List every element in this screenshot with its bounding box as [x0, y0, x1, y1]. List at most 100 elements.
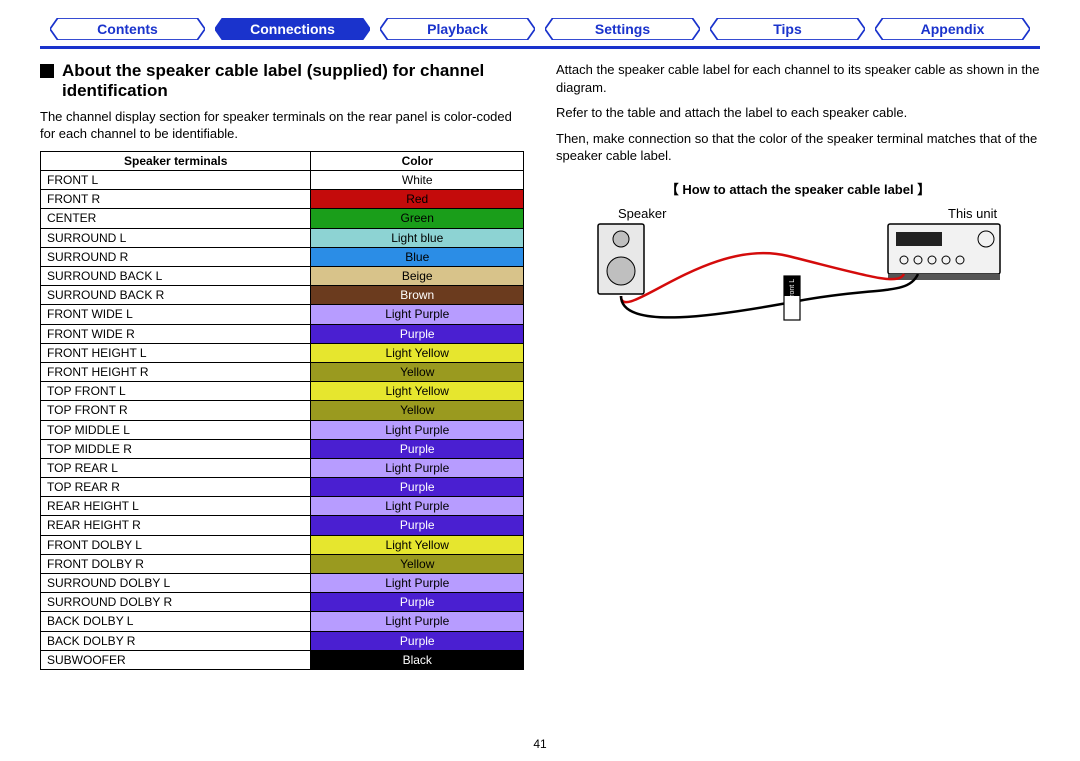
terminal-cell: TOP FRONT L	[41, 382, 311, 401]
color-cell: Light Purple	[311, 305, 524, 324]
terminal-cell: FRONT WIDE R	[41, 324, 311, 343]
terminal-cell: FRONT DOLBY L	[41, 535, 311, 554]
color-cell: Light Purple	[311, 612, 524, 631]
terminal-cell: SURROUND R	[41, 247, 311, 266]
header-terminals: Speaker terminals	[41, 151, 311, 170]
left-column: About the speaker cable label (supplied)…	[40, 61, 524, 670]
color-cell: Red	[311, 190, 524, 209]
color-cell: Brown	[311, 286, 524, 305]
right-paragraph: Attach the speaker cable label for each …	[556, 61, 1040, 96]
table-row: TOP MIDDLE RPurple	[41, 439, 524, 458]
cable-diagram: Speaker This unit	[556, 206, 1040, 336]
terminal-cell: SURROUND BACK R	[41, 286, 311, 305]
nav-divider	[40, 46, 1040, 49]
terminal-cell: FRONT WIDE L	[41, 305, 311, 324]
color-cell: Beige	[311, 267, 524, 286]
tab-label: Contents	[97, 21, 158, 37]
color-cell: Light Purple	[311, 574, 524, 593]
table-row: SUBWOOFERBlack	[41, 650, 524, 669]
color-cell: Light Purple	[311, 458, 524, 477]
tab-playback[interactable]: Playback	[380, 18, 535, 40]
diagram-unit-label: This unit	[948, 206, 998, 221]
terminal-cell: FRONT DOLBY R	[41, 554, 311, 573]
table-row: TOP REAR LLight Purple	[41, 458, 524, 477]
table-row: REAR HEIGHT RPurple	[41, 516, 524, 535]
heading-text: About the speaker cable label (supplied)…	[62, 61, 524, 102]
table-row: FRONT WIDE LLight Purple	[41, 305, 524, 324]
right-paragraph: Then, make connection so that the color …	[556, 130, 1040, 165]
table-row: FRONT HEIGHT RYellow	[41, 362, 524, 381]
terminal-cell: FRONT R	[41, 190, 311, 209]
cable-tag-label: Front L	[789, 279, 796, 301]
color-cell: Green	[311, 209, 524, 228]
table-row: TOP FRONT LLight Yellow	[41, 382, 524, 401]
tab-connections[interactable]: Connections	[215, 18, 370, 40]
terminal-cell: TOP MIDDLE L	[41, 420, 311, 439]
tab-tips[interactable]: Tips	[710, 18, 865, 40]
section-heading: About the speaker cable label (supplied)…	[40, 61, 524, 102]
table-row: SURROUND DOLBY RPurple	[41, 593, 524, 612]
terminal-cell: SURROUND BACK L	[41, 267, 311, 286]
color-cell: Purple	[311, 324, 524, 343]
table-row: SURROUND DOLBY LLight Purple	[41, 574, 524, 593]
color-cell: Yellow	[311, 362, 524, 381]
terminal-cell: BACK DOLBY L	[41, 612, 311, 631]
table-row: FRONT LWhite	[41, 171, 524, 190]
color-cell: Yellow	[311, 554, 524, 573]
red-wire	[621, 253, 904, 302]
terminal-cell: FRONT HEIGHT R	[41, 362, 311, 381]
table-row: SURROUND LLight blue	[41, 228, 524, 247]
intro-paragraph: The channel display section for speaker …	[40, 108, 524, 143]
tab-appendix[interactable]: Appendix	[875, 18, 1030, 40]
color-cell: Blue	[311, 247, 524, 266]
color-cell: Black	[311, 650, 524, 669]
table-row: SURROUND RBlue	[41, 247, 524, 266]
table-row: SURROUND BACK RBrown	[41, 286, 524, 305]
terminal-cell: TOP FRONT R	[41, 401, 311, 420]
content-columns: About the speaker cable label (supplied)…	[40, 61, 1040, 670]
color-cell: Light Purple	[311, 420, 524, 439]
table-row: SURROUND BACK LBeige	[41, 267, 524, 286]
color-cell: Yellow	[311, 401, 524, 420]
table-row: REAR HEIGHT LLight Purple	[41, 497, 524, 516]
tab-contents[interactable]: Contents	[50, 18, 205, 40]
tab-label: Tips	[773, 21, 802, 37]
table-row: FRONT WIDE RPurple	[41, 324, 524, 343]
table-row: TOP REAR RPurple	[41, 478, 524, 497]
color-cell: Purple	[311, 478, 524, 497]
table-row: BACK DOLBY LLight Purple	[41, 612, 524, 631]
diagram-title: 【 How to attach the speaker cable label …	[556, 179, 1040, 198]
diagram-speaker-label: Speaker	[618, 206, 667, 221]
table-header-row: Speaker terminals Color	[41, 151, 524, 170]
table-row: TOP MIDDLE LLight Purple	[41, 420, 524, 439]
color-cell: Light Purple	[311, 497, 524, 516]
table-row: FRONT DOLBY RYellow	[41, 554, 524, 573]
tab-label: Appendix	[921, 21, 985, 37]
nav-tabs: Contents Connections Playback Settings T…	[40, 0, 1040, 46]
header-color: Color	[311, 151, 524, 170]
color-cell: Purple	[311, 516, 524, 535]
table-row: BACK DOLBY RPurple	[41, 631, 524, 650]
speaker-color-table: Speaker terminals Color FRONT LWhiteFRON…	[40, 151, 524, 670]
color-cell: White	[311, 171, 524, 190]
terminal-cell: FRONT HEIGHT L	[41, 343, 311, 362]
terminal-cell: TOP REAR L	[41, 458, 311, 477]
terminal-cell: SURROUND L	[41, 228, 311, 247]
color-cell: Light Yellow	[311, 535, 524, 554]
tab-settings[interactable]: Settings	[545, 18, 700, 40]
color-cell: Purple	[311, 593, 524, 612]
table-row: FRONT DOLBY LLight Yellow	[41, 535, 524, 554]
black-wire	[621, 274, 918, 317]
color-cell: Light Yellow	[311, 382, 524, 401]
right-column: Attach the speaker cable label for each …	[556, 61, 1040, 670]
color-cell: Purple	[311, 439, 524, 458]
terminal-cell: SUBWOOFER	[41, 650, 311, 669]
tab-label: Connections	[250, 21, 335, 37]
table-row: CENTERGreen	[41, 209, 524, 228]
right-paragraph: Refer to the table and attach the label …	[556, 104, 1040, 122]
page-number: 41	[0, 737, 1080, 751]
terminal-cell: REAR HEIGHT R	[41, 516, 311, 535]
table-row: FRONT HEIGHT LLight Yellow	[41, 343, 524, 362]
terminal-cell: SURROUND DOLBY R	[41, 593, 311, 612]
color-cell: Light Yellow	[311, 343, 524, 362]
